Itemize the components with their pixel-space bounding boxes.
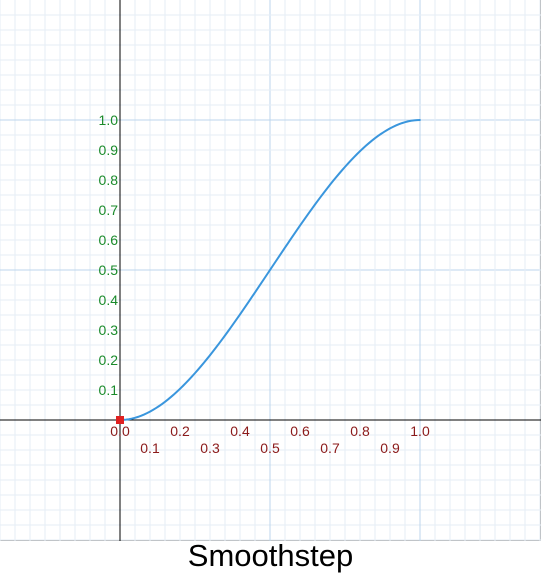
x-tick-label: 0.0	[110, 423, 130, 439]
origin-marker	[116, 416, 124, 424]
data-point	[389, 127, 391, 130]
plot-area: 0.0 0.2 0.4 0.6 0.8 1.0 0.1 0.3 0.5 0.7 0.9 0.1 0.2 0…	[0, 0, 541, 541]
x-tick-label: 0.7	[320, 440, 340, 456]
y-tick-label: 0.9	[99, 142, 119, 158]
x-tick-label: 0.2	[170, 423, 190, 439]
smoothstep-chart: 0.0 0.2 0.4 0.6 0.8 1.0 0.1 0.3 0.5 0.7 0.9 0.1 0.2 0…	[0, 0, 541, 541]
data-point	[149, 410, 151, 413]
data-point	[299, 224, 301, 227]
data-point	[239, 313, 241, 316]
y-tick-label: 1.0	[99, 112, 119, 128]
data-point	[179, 387, 181, 390]
x-tick-label: 0.3	[200, 440, 220, 456]
y-tick-label: 0.1	[99, 382, 119, 398]
x-tick-label: 0.4	[230, 423, 250, 439]
y-tick-label: 0.7	[99, 202, 119, 218]
data-point	[359, 150, 361, 153]
data-point	[329, 183, 331, 186]
data-point	[269, 269, 271, 271]
y-tick-label: 0.8	[99, 172, 119, 188]
x-tick-label: 0.6	[290, 423, 310, 439]
data-point	[419, 119, 421, 121]
x-tick-label: 0.8	[350, 423, 370, 439]
chart-title: Smoothstep	[187, 538, 354, 573]
x-tick-label: 1.0	[410, 423, 430, 439]
y-tick-label: 0.2	[99, 352, 119, 368]
data-point	[209, 354, 211, 357]
x-tick-label: 0.1	[140, 440, 160, 456]
y-tick-label: 0.6	[99, 232, 119, 248]
x-tick-label: 0.5	[260, 440, 280, 456]
y-tick-label: 0.5	[99, 262, 119, 278]
y-tick-label: 0.4	[99, 292, 119, 308]
y-tick-label: 0.3	[99, 322, 119, 338]
x-tick-label: 0.9	[380, 440, 400, 456]
